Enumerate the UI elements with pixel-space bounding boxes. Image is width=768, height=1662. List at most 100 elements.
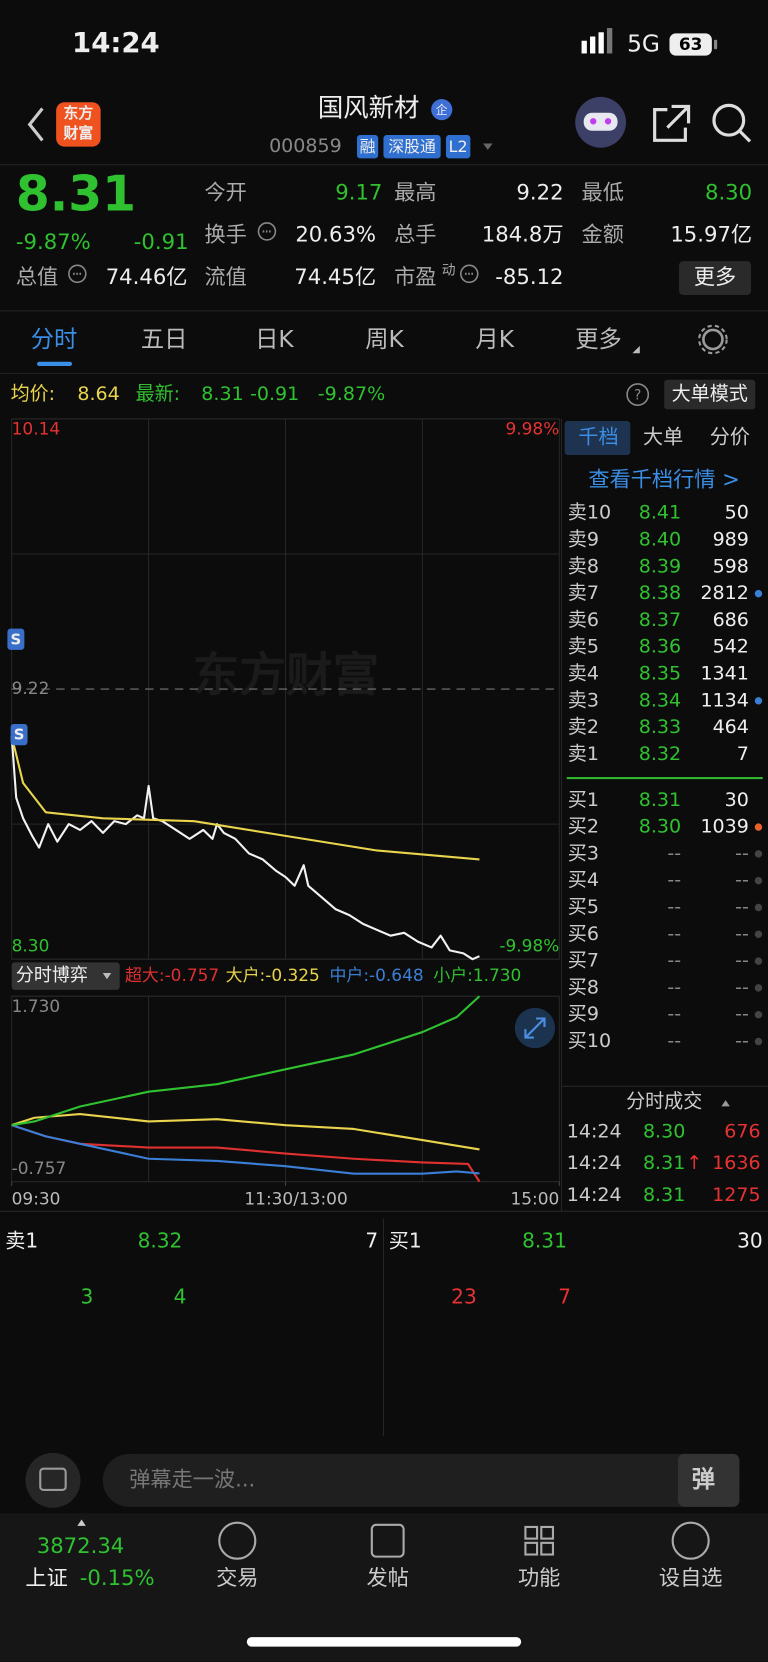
tag-text: 融 — [360, 137, 376, 156]
battery-tip — [713, 39, 718, 50]
book-price: -- — [667, 842, 681, 864]
trade-price: 8.30 — [643, 1120, 685, 1142]
level1-price: 8.32 — [138, 1229, 183, 1253]
bid-count: 23 — [451, 1285, 477, 1309]
info-icon[interactable] — [68, 264, 87, 284]
flow-button[interactable] — [11, 962, 120, 990]
stat-value: 20.63% — [295, 222, 376, 247]
danmu-button[interactable] — [677, 1453, 740, 1507]
book-label: 卖1 — [568, 743, 599, 765]
book-volume: -- — [735, 869, 749, 891]
comment-input[interactable] — [102, 1453, 740, 1507]
book-volume: 598 — [713, 555, 749, 577]
stat-value: -85.12 — [495, 264, 563, 289]
book-volume: 989 — [713, 529, 749, 551]
level1-volume: 30 — [737, 1229, 763, 1253]
info-text: -0.91 — [250, 383, 299, 405]
tab[interactable]: 分时 — [31, 326, 78, 353]
book-volume: 464 — [713, 716, 749, 738]
trade-volume: 1275 — [712, 1184, 760, 1206]
book-dot — [754, 697, 763, 705]
book-link[interactable]: 查看千档行情 > — [588, 466, 740, 491]
search-button[interactable] — [712, 103, 746, 137]
trade-marker[interactable] — [10, 724, 28, 746]
y-tick-label: 9.22 — [12, 678, 50, 698]
stat-value: 9.22 — [516, 179, 563, 204]
book-volume: 1134 — [700, 689, 748, 711]
back-button[interactable] — [27, 107, 44, 142]
book-price: 8.32 — [639, 743, 681, 765]
robot-face — [583, 112, 618, 131]
change: -0.91 — [134, 229, 189, 254]
info-icon[interactable] — [257, 222, 277, 241]
book-volume: 686 — [713, 609, 749, 631]
danmu-button-text[interactable]: 弹 — [692, 1466, 715, 1493]
price: 8.31 — [16, 167, 136, 223]
book-volume: 2812 — [700, 582, 748, 604]
comment-placeholder[interactable]: 弹幕走一波... — [129, 1466, 255, 1491]
book-tab[interactable]: 大单 — [643, 424, 683, 448]
nav-icon[interactable] — [524, 1525, 539, 1540]
nav-label[interactable]: 交易 — [216, 1565, 258, 1590]
book-label: 卖3 — [568, 689, 599, 711]
nav-icon[interactable] — [671, 1521, 710, 1560]
level1-price: 8.31 — [522, 1229, 567, 1253]
level1-volume: 7 — [365, 1229, 378, 1253]
comment-icon[interactable] — [25, 1452, 81, 1508]
badge-text: 企 — [436, 103, 448, 117]
app-logo[interactable] — [56, 102, 101, 147]
mode-button-text[interactable]: 大单模式 — [672, 383, 748, 405]
trade-time: 14:24 — [567, 1152, 622, 1174]
tag — [356, 135, 379, 159]
collapse-icon[interactable] — [721, 1100, 730, 1107]
nav-icon[interactable] — [218, 1521, 257, 1560]
y-tick-label: 1.730 — [12, 996, 61, 1016]
share-button[interactable] — [653, 104, 691, 142]
legend-entry: 超大:-0.757 — [125, 965, 219, 985]
ask-count: 4 — [174, 1285, 187, 1309]
stat-label: 总值 — [16, 264, 58, 289]
book-tab[interactable]: 千档 — [578, 424, 618, 448]
tab[interactable]: 周K — [365, 326, 404, 353]
tab[interactable]: 五日 — [141, 326, 188, 353]
tag — [445, 135, 471, 159]
help-icon[interactable] — [626, 383, 650, 406]
index-caret — [77, 1519, 86, 1526]
trade-price: 8.31 — [643, 1184, 685, 1206]
tag-text: L2 — [449, 137, 468, 156]
book-dot — [754, 589, 763, 598]
ask-count: 3 — [80, 1285, 93, 1309]
book-tab[interactable]: 分价 — [710, 424, 750, 448]
dropdown[interactable] — [483, 143, 493, 150]
nav-icon — [524, 1541, 539, 1556]
index-value[interactable]: 3872.34 — [37, 1533, 125, 1558]
nav-label[interactable]: 设自选 — [659, 1565, 723, 1590]
series-line — [10, 735, 480, 961]
tab[interactable]: 日K — [255, 326, 294, 353]
trade-volume: 1636 — [712, 1152, 760, 1174]
bottom-nav — [0, 1513, 768, 1662]
signal — [598, 32, 604, 54]
tab[interactable]: 月K — [475, 326, 514, 353]
trade-marker[interactable] — [7, 628, 25, 650]
nav-icon — [540, 1525, 555, 1540]
search-handle — [738, 129, 752, 143]
trade-arrow: ↑ — [686, 1152, 702, 1174]
series-line — [11, 995, 481, 1127]
more-button-text[interactable]: 更多 — [694, 264, 736, 289]
nav-label[interactable]: 发帖 — [367, 1565, 409, 1590]
network: 5G — [627, 30, 660, 57]
book-price: 8.40 — [639, 529, 681, 551]
book-price: -- — [667, 950, 681, 972]
settings-button[interactable] — [702, 328, 724, 351]
more-button[interactable] — [679, 261, 752, 295]
trade-marker-text: S — [11, 631, 22, 648]
tab[interactable]: 更多 — [575, 326, 622, 353]
mode-button[interactable] — [664, 379, 756, 410]
info-icon[interactable] — [460, 264, 479, 284]
book-price: -- — [667, 923, 681, 945]
nav-icon[interactable] — [370, 1523, 405, 1558]
flow-title[interactable]: 分时博弈 — [16, 965, 88, 986]
stock-name: 国风新材 — [318, 93, 420, 123]
nav-label[interactable]: 功能 — [518, 1565, 560, 1590]
